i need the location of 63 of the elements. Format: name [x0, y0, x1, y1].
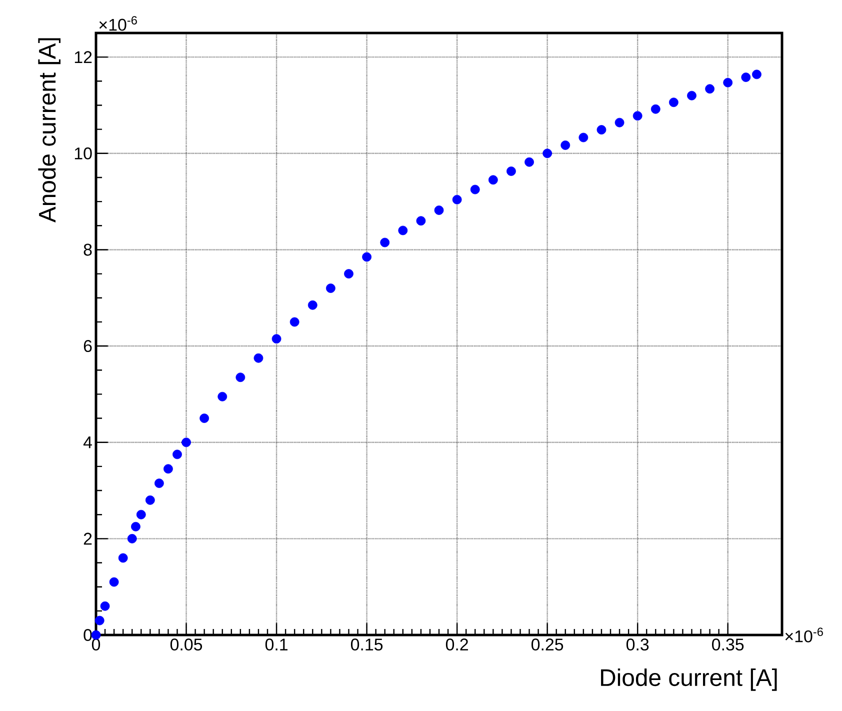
point [452, 194, 462, 204]
point [290, 317, 300, 327]
y-tick-label: 4 [83, 436, 92, 448]
point [272, 334, 282, 344]
point [100, 601, 110, 611]
point [705, 84, 714, 94]
point [687, 90, 696, 100]
point [182, 438, 191, 448]
x-tick-label: 0.05 [170, 638, 202, 651]
y-tick-label: 0 [84, 629, 92, 641]
point [578, 132, 588, 142]
text: ×10$^{-6}$ [785, 628, 823, 642]
point [344, 269, 354, 278]
point [416, 216, 426, 226]
text: ×10$^{-6}$ [99, 16, 137, 31]
point [136, 510, 146, 520]
x-tick-label: 0.2 [446, 638, 468, 651]
point [254, 353, 264, 363]
y-tick-label: 2 [84, 532, 92, 545]
y-tick-label: 8 [84, 244, 92, 256]
x-tick-label: 0.35 [712, 638, 744, 651]
x-tick-label: 0.15 [350, 638, 383, 651]
point [145, 495, 155, 505]
point [164, 464, 173, 474]
point [752, 70, 762, 80]
point [632, 111, 642, 121]
point [94, 616, 104, 626]
x-tick-label: 0.25 [531, 638, 564, 651]
point [741, 72, 751, 82]
point [434, 206, 444, 215]
point [470, 184, 480, 194]
point [398, 226, 408, 236]
point [524, 157, 534, 167]
x-axis-title: Diode current [A] [601, 668, 777, 691]
point [560, 140, 570, 150]
point [650, 104, 660, 114]
x-tick-label: 0 [92, 638, 100, 651]
point [154, 478, 164, 488]
x-tick-label: 0.3 [626, 638, 649, 651]
point [614, 118, 624, 128]
y-tick-label: 6 [84, 340, 92, 352]
point [118, 553, 128, 563]
y-axis-title: Anode current [A] [38, 38, 60, 223]
point [488, 175, 498, 185]
point [362, 252, 372, 262]
point [127, 534, 137, 544]
point [380, 238, 390, 248]
point [668, 98, 678, 108]
point [506, 166, 516, 176]
y-tick-label: 10 [74, 147, 92, 160]
point [723, 78, 733, 88]
point [542, 148, 552, 158]
point [200, 414, 210, 423]
point [308, 300, 318, 310]
point [596, 125, 606, 134]
point [172, 450, 182, 460]
point [218, 392, 228, 402]
point [326, 284, 336, 293]
point [236, 372, 246, 382]
point [109, 577, 119, 587]
y-tick-label: 12 [74, 51, 92, 63]
point [131, 522, 140, 532]
x-tick-label: 0.1 [265, 638, 288, 651]
